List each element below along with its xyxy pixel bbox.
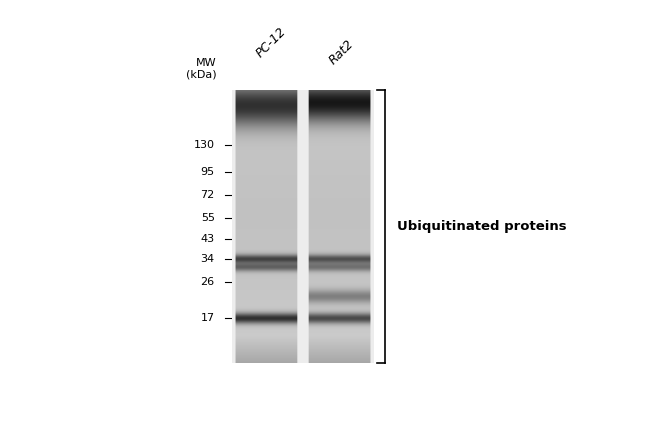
Text: MW
(kDa): MW (kDa) xyxy=(186,58,216,80)
Text: 17: 17 xyxy=(201,313,214,322)
Text: 95: 95 xyxy=(201,167,214,177)
Text: 55: 55 xyxy=(201,213,214,223)
Text: PC-12: PC-12 xyxy=(254,25,289,60)
Text: 43: 43 xyxy=(201,234,214,244)
Text: Rat2: Rat2 xyxy=(326,37,356,67)
Text: Ubiquitinated proteins: Ubiquitinated proteins xyxy=(397,219,567,233)
Text: 34: 34 xyxy=(201,254,214,264)
Text: 72: 72 xyxy=(200,190,214,200)
Text: 26: 26 xyxy=(201,276,214,287)
Text: 130: 130 xyxy=(194,140,214,150)
